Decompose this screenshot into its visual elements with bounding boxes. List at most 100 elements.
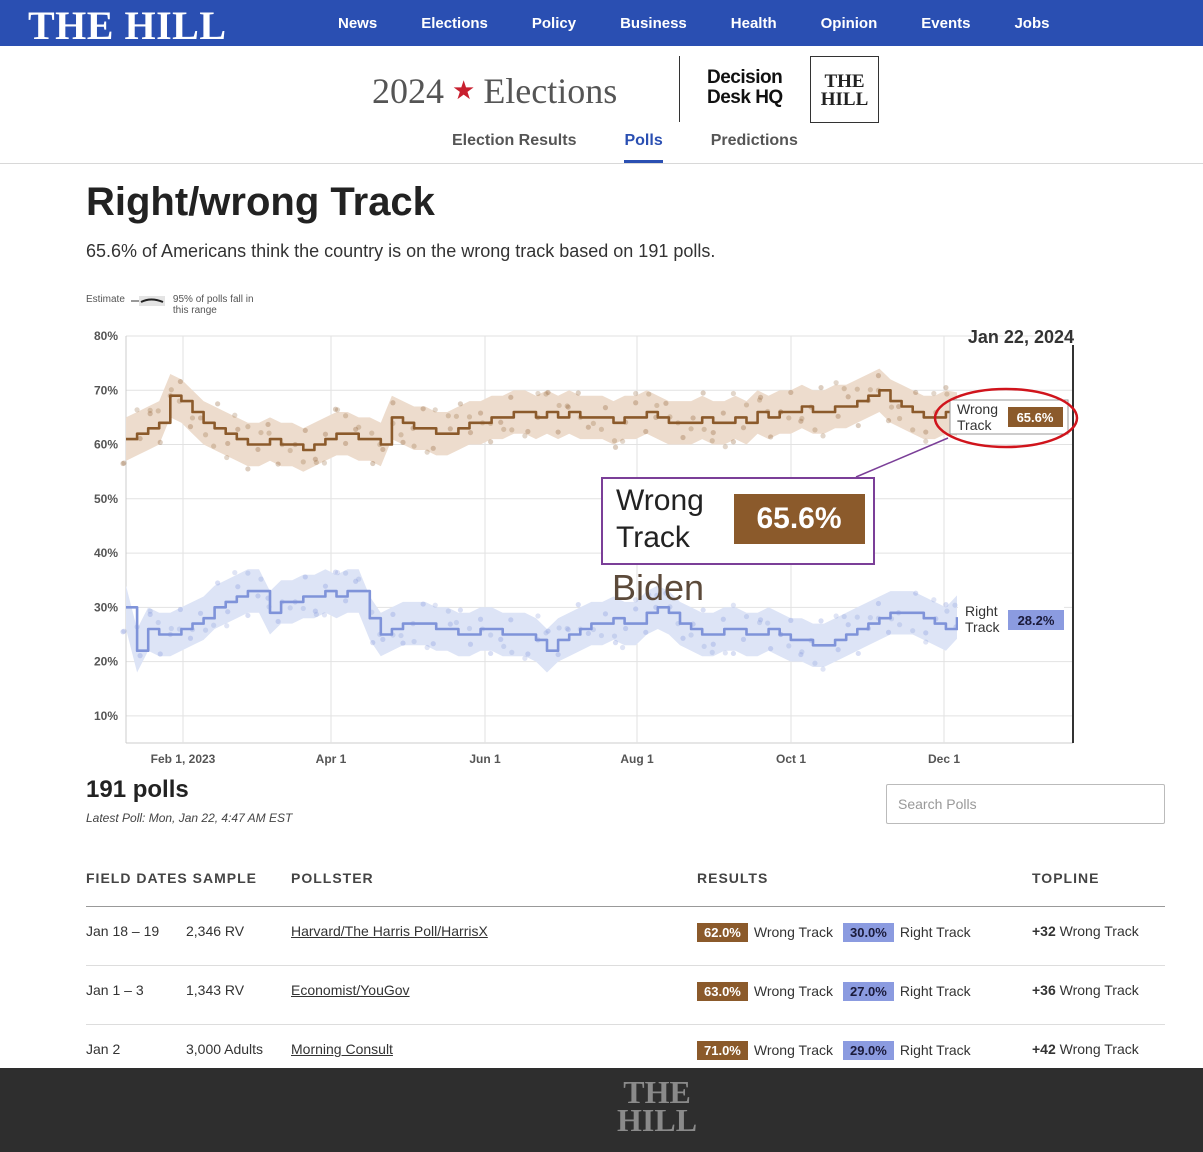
right-track-poll-dot xyxy=(147,608,153,614)
pollster-link[interactable]: Morning Consult xyxy=(291,1041,393,1057)
right-track-poll-dot xyxy=(688,632,694,638)
wrong-track-highlight-circle xyxy=(933,387,1079,449)
right-track-poll-dot xyxy=(509,649,515,655)
nav-item-opinion[interactable]: Opinion xyxy=(820,14,878,32)
wrong-track-poll-dot xyxy=(430,445,436,451)
wrong-track-poll-dot xyxy=(197,415,204,421)
footer-logo[interactable]: THE HILL xyxy=(617,1076,697,1136)
wrong-track-poll-dot xyxy=(923,429,929,435)
nav-item-news[interactable]: News xyxy=(338,14,378,32)
callout-connector xyxy=(855,437,949,478)
track-chart[interactable]: 80% 70% 60% 50% 40% 30% 20% 10% Feb 1, 2023 Apr … xyxy=(80,320,1140,770)
right-track-poll-dot xyxy=(786,643,792,649)
right-track-poll-dot xyxy=(177,606,183,613)
right-track-poll-dot xyxy=(498,636,504,642)
wrong-track-poll-dot xyxy=(225,440,231,447)
tab-predictions[interactable]: Predictions xyxy=(710,132,798,149)
right-track-label: Right Track xyxy=(899,1042,971,1058)
table-row[interactable]: Jan 2 3,000 Adults Morning Consult 71.0%… xyxy=(86,1025,1165,1084)
table-row[interactable]: Jan 18 – 19 2,346 RV Harvard/The Harris … xyxy=(86,907,1165,966)
right-track-poll-dot xyxy=(168,625,174,632)
right-track-poll-dot xyxy=(633,606,639,612)
nav-item-policy[interactable]: Policy xyxy=(531,14,577,32)
wrong-track-poll-dot xyxy=(370,460,376,467)
tab-election-results[interactable]: Election Results xyxy=(452,132,577,149)
right-track-poll-dot xyxy=(245,570,251,576)
wrong-track-poll-dot xyxy=(855,422,861,429)
wrong-track-poll-dot xyxy=(275,461,281,467)
y-tick-label: 80% xyxy=(94,329,118,343)
wrong-track-poll-dot xyxy=(845,394,851,400)
wrong-track-poll-dot xyxy=(157,439,163,445)
right-track-poll-dot xyxy=(768,645,774,652)
callout-label2: Track xyxy=(616,521,691,554)
top-nav-bar: THE HILL News Elections Policy Business … xyxy=(0,0,1203,48)
y-tick-label: 40% xyxy=(94,546,118,560)
wrong-track-poll-dot xyxy=(788,389,794,396)
right-track-poll-dot xyxy=(501,643,507,650)
pollster-link[interactable]: Harvard/The Harris Poll/HarrisX xyxy=(291,923,488,939)
decision-desk-logo[interactable]: Decision Desk HQ xyxy=(707,68,783,108)
wrong-track-poll-dot xyxy=(643,428,649,435)
wrong-track-poll-dot xyxy=(356,424,362,430)
right-track-poll-dot xyxy=(565,626,571,633)
elections-brand[interactable]: 2024 ★ Elections xyxy=(372,70,617,112)
right-track-poll-dot xyxy=(300,605,306,612)
wrong-track-poll-dot xyxy=(168,387,174,393)
right-track-poll-dot xyxy=(287,605,293,611)
search-polls-input[interactable] xyxy=(886,784,1165,824)
header-field-dates-sample[interactable]: FIELD DATES SAMPLE xyxy=(86,870,257,886)
nav-item-jobs[interactable]: Jobs xyxy=(1014,14,1050,32)
nav-item-business[interactable]: Business xyxy=(620,14,687,32)
wrong-track-poll-dot xyxy=(187,424,194,430)
right-track-poll-dot xyxy=(633,597,639,603)
topline: +32 Wrong Track xyxy=(1032,923,1139,939)
right-track-poll-dot xyxy=(137,653,143,659)
wrong-track-poll-dot xyxy=(730,390,737,397)
right-track-poll-dot xyxy=(602,611,609,617)
header-divider xyxy=(679,56,680,122)
results: 63.0% Wrong Track 27.0% Right Track xyxy=(697,982,981,1001)
topline-label: Wrong Track xyxy=(1059,923,1139,939)
wrong-track-poll-dot xyxy=(300,459,306,465)
tab-polls[interactable]: Polls xyxy=(624,132,663,163)
wrong-track-poll-dot xyxy=(447,426,453,432)
polls-count: 191 polls xyxy=(86,776,189,803)
right-track-poll-dot xyxy=(612,640,619,646)
right-track-poll-dot xyxy=(812,660,818,666)
wrong-track-label: Wrong Track xyxy=(753,983,833,999)
wrong-track-poll-dot xyxy=(224,454,230,461)
right-track-poll-dot xyxy=(187,635,194,641)
the-hill-badge-logo[interactable]: THE HILL xyxy=(810,56,879,123)
header-topline[interactable]: TOPLINE xyxy=(1032,870,1100,886)
wrong-track-poll-dot xyxy=(380,446,386,453)
sample: 2,346 RV xyxy=(186,923,245,939)
page-title: Right/wrong Track xyxy=(86,180,435,224)
wrong-track-poll-dot xyxy=(525,428,531,435)
wrong-track-poll-dot xyxy=(944,391,950,397)
nav-item-events[interactable]: Events xyxy=(921,14,971,32)
wrong-track-poll-dot xyxy=(854,386,860,392)
wrong-track-poll-dot xyxy=(786,415,792,421)
nav-item-elections[interactable]: Elections xyxy=(421,14,488,32)
site-logo[interactable]: THE HILL xyxy=(28,3,227,48)
table-row[interactable]: Jan 1 – 3 1,343 RV Economist/YouGov 63.0… xyxy=(86,966,1165,1025)
right-track-poll-dot xyxy=(235,584,241,590)
right-track-poll-dot xyxy=(952,602,958,608)
wrong-track-poll-dot xyxy=(265,421,271,428)
elections-tabs: Election Results Polls Predictions xyxy=(452,132,798,163)
wrong-track-poll-dot xyxy=(612,444,619,450)
right-track-poll-dot xyxy=(913,590,919,596)
right-track-poll-dot xyxy=(332,569,339,575)
pollster-link[interactable]: Economist/YouGov xyxy=(291,982,410,998)
wrong-track-poll-dot xyxy=(690,415,696,421)
right-track-poll-dot xyxy=(334,570,341,576)
header-pollster[interactable]: POLLSTER xyxy=(291,870,374,886)
right-track-label: Right Track xyxy=(899,924,971,940)
wrong-track-poll-dot xyxy=(556,402,562,409)
sample: 1,343 RV xyxy=(186,982,245,998)
nav-item-health[interactable]: Health xyxy=(730,14,777,32)
right-track-poll-dot xyxy=(477,616,484,622)
wrong-track-poll-dot xyxy=(322,431,329,437)
results: 62.0% Wrong Track 30.0% Right Track xyxy=(697,923,981,942)
